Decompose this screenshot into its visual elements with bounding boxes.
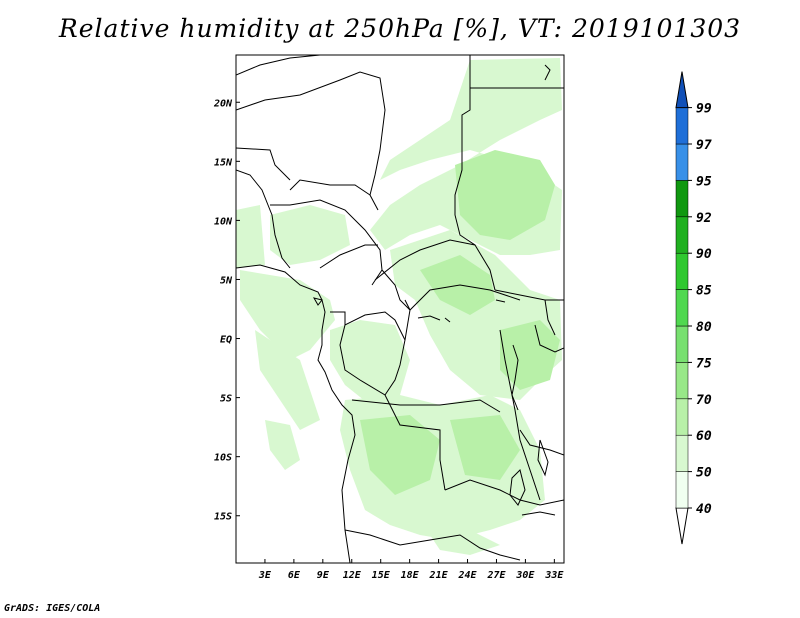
colorbar-segment	[675, 216, 689, 254]
colorbar-segment	[675, 107, 689, 145]
y-tick-label: 10N	[214, 216, 233, 227]
colorbar: 40 50 60 70 75 80 85 90 92 95 97 99	[675, 71, 712, 545]
colorbar-label: 70	[696, 393, 712, 408]
colorbar-segment	[675, 252, 689, 290]
colorbar-segment	[675, 143, 689, 181]
rh-patch-north	[500, 60, 530, 100]
y-tick-label: EQ	[220, 335, 232, 346]
rh-patch-coast	[240, 270, 335, 360]
colorbar-label: 50	[696, 466, 712, 481]
map-title: Relative humidity at 250hPa [%], VT: 201…	[58, 14, 742, 43]
colorbar-label: 60	[696, 429, 712, 444]
map-frame	[235, 54, 565, 564]
y-tick-label: 15N	[214, 157, 233, 168]
rh-patch-nigeria	[270, 205, 350, 265]
y-tick-label: 20N	[213, 98, 233, 109]
humidity-shading	[236, 58, 562, 555]
y-axis: 20N 15N 10N 5N EQ 5S 10S 15S	[213, 98, 240, 523]
x-tick-label: 3E	[258, 570, 272, 581]
x-tick-label: 33E	[544, 570, 564, 581]
colorbar-segment	[675, 289, 689, 327]
colorbar-segment	[675, 362, 689, 400]
y-tick-label: 10S	[214, 453, 232, 464]
x-tick-label: 27E	[486, 570, 506, 581]
x-tick-label: 6E	[288, 570, 301, 581]
colorbar-label: 85	[696, 284, 712, 299]
colorbar-label: 80	[696, 320, 712, 335]
x-tick-label: 18E	[401, 570, 420, 581]
x-tick-label: 12E	[343, 570, 362, 581]
colorbar-segment	[675, 398, 689, 436]
x-tick-label: 15E	[372, 570, 391, 581]
colorbar-over-arrow	[675, 71, 689, 109]
x-tick-label: 21E	[429, 570, 449, 581]
colorbar-label: 40	[696, 502, 712, 517]
rh-patch-congo-west	[330, 320, 410, 405]
colorbar-segment	[675, 434, 689, 472]
rh-patch-sahel-inner	[455, 150, 555, 240]
rh-patch-zambia-inner	[450, 415, 520, 480]
x-axis: 3E 6E 9E 12E 15E 18E 21E 24E 27E 30E 33E	[258, 559, 564, 581]
y-tick-label: 15S	[214, 512, 232, 523]
x-tick-label: 30E	[515, 570, 535, 581]
colorbar-label: 97	[696, 138, 712, 153]
colorbar-segment	[675, 471, 689, 509]
rh-patch-great-lakes	[500, 320, 560, 390]
rh-patch-west-strip	[236, 205, 265, 268]
colorbar-label: 99	[696, 102, 712, 117]
rh-patch-atlantic-south	[265, 420, 300, 470]
y-tick-label: 5S	[220, 394, 232, 405]
x-tick-label: 9E	[317, 570, 330, 581]
colorbar-under-arrow	[675, 507, 689, 545]
country-borders	[236, 55, 564, 563]
rh-patch-angola-inner	[360, 415, 440, 495]
colorbar-label: 95	[696, 174, 712, 189]
colorbar-segment	[675, 325, 689, 363]
colorbar-label: 92	[696, 211, 712, 226]
colorbar-segment	[675, 180, 689, 218]
colorbar-label: 75	[696, 356, 712, 371]
y-tick-label: 5N	[220, 275, 233, 286]
footer-credit: GrADS: IGES/COLA	[4, 603, 101, 614]
x-tick-label: 24E	[457, 570, 477, 581]
colorbar-label: 90	[696, 247, 712, 262]
rh-patch-ocean	[255, 330, 320, 430]
